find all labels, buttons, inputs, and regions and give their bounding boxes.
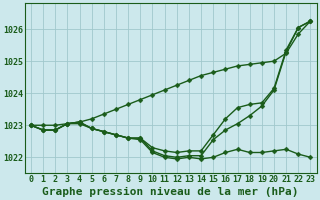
X-axis label: Graphe pression niveau de la mer (hPa): Graphe pression niveau de la mer (hPa) (43, 186, 299, 197)
